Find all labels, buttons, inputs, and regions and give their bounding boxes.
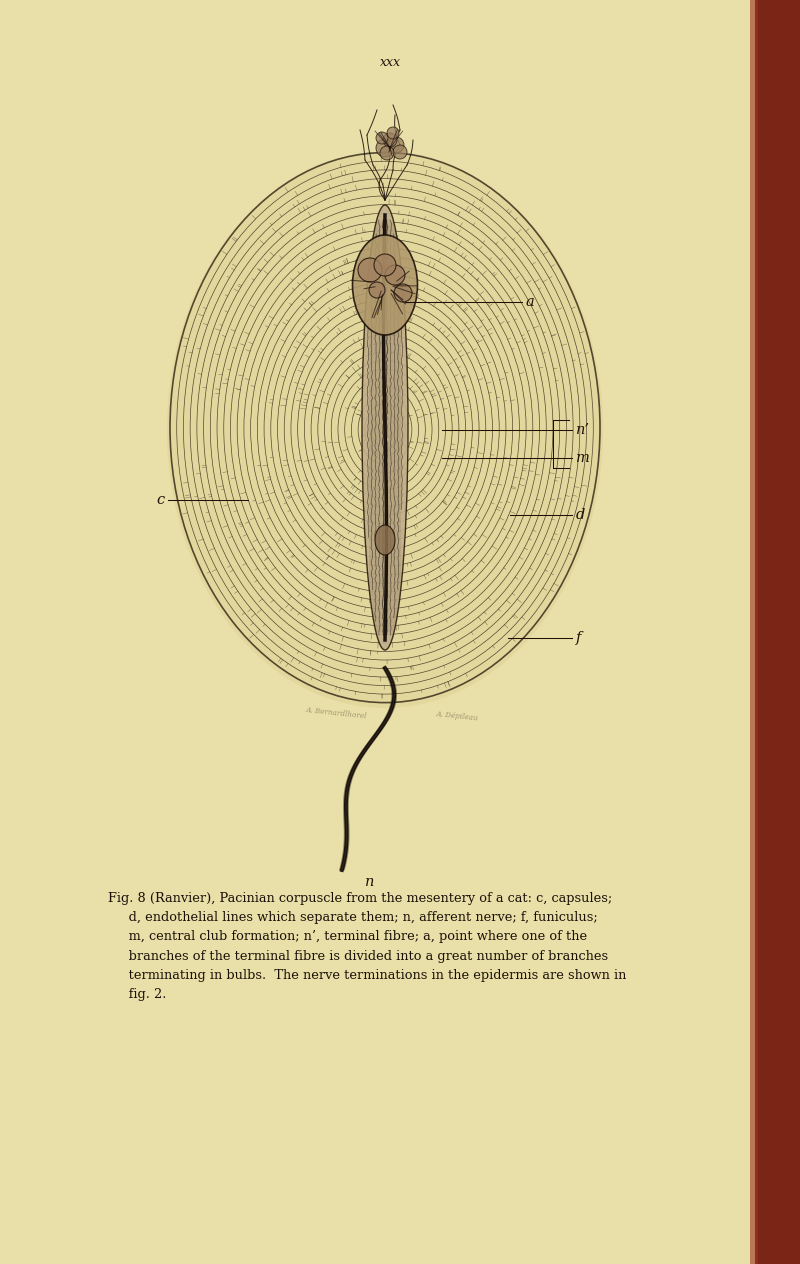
Circle shape <box>376 139 394 157</box>
Text: A. Bernardlhorel: A. Bernardlhorel <box>305 705 367 720</box>
Bar <box>755 0 800 1264</box>
Ellipse shape <box>353 235 418 335</box>
Ellipse shape <box>362 205 408 650</box>
Circle shape <box>393 145 407 159</box>
Circle shape <box>369 282 385 298</box>
Circle shape <box>387 126 399 139</box>
Bar <box>750 0 758 1264</box>
Text: n: n <box>366 875 374 889</box>
Circle shape <box>394 284 412 302</box>
Text: xxx: xxx <box>379 56 401 68</box>
Text: f: f <box>576 631 582 645</box>
Ellipse shape <box>167 152 603 708</box>
Circle shape <box>388 137 404 153</box>
Circle shape <box>374 254 396 276</box>
Text: n’: n’ <box>576 423 590 437</box>
Text: m: m <box>576 451 590 465</box>
Ellipse shape <box>375 525 395 555</box>
Text: A. Dépileau: A. Dépileau <box>436 709 479 722</box>
Text: c: c <box>157 493 165 507</box>
Text: d: d <box>576 508 586 522</box>
Circle shape <box>376 131 388 144</box>
Circle shape <box>380 147 394 161</box>
Text: Fig. 8 (Ranvier), Pacinian corpuscle from the mesentery of a cat: c, capsules;
 : Fig. 8 (Ranvier), Pacinian corpuscle fro… <box>108 892 626 1001</box>
Circle shape <box>383 133 397 147</box>
Circle shape <box>385 265 405 284</box>
Text: a: a <box>526 295 534 308</box>
Circle shape <box>358 258 382 282</box>
